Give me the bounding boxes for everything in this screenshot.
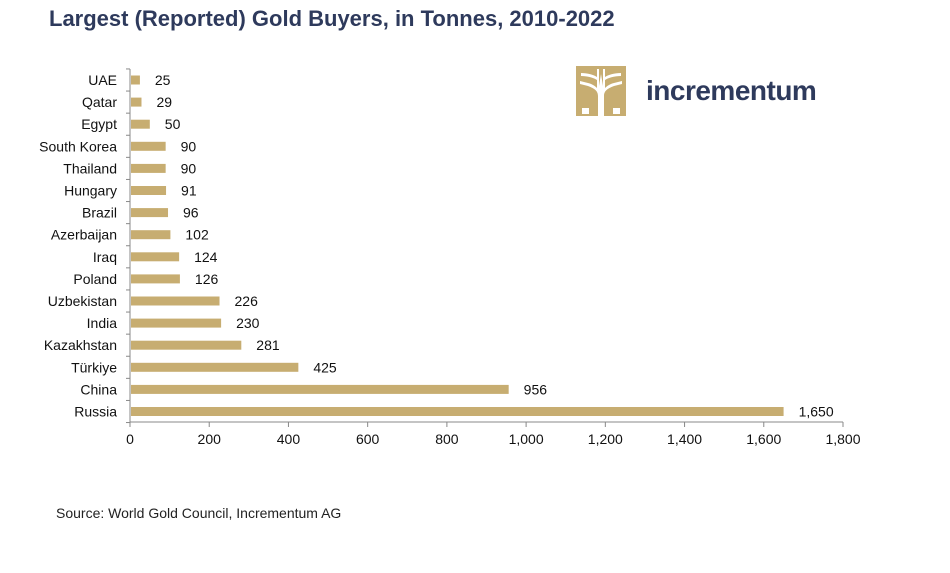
- value-label-uzbekistan: 226: [235, 293, 259, 309]
- category-label-south-korea: South Korea: [39, 138, 117, 154]
- bar-china: [131, 384, 509, 394]
- x-tick-label: 1,200: [588, 431, 623, 447]
- x-tick-label: 800: [435, 431, 459, 447]
- x-tick-label: 1,400: [667, 431, 702, 447]
- bar-russia: [131, 407, 784, 416]
- value-label-thailand: 90: [181, 160, 197, 176]
- bar-thailand: [131, 163, 166, 173]
- bar-kazakhstan: [131, 340, 242, 350]
- category-label-india: India: [87, 315, 118, 331]
- bar-uae: [131, 75, 140, 85]
- value-label-azerbaijan: 102: [185, 227, 209, 243]
- x-tick-label: 1,800: [825, 431, 860, 447]
- x-tick-label: 600: [356, 431, 380, 447]
- category-label-brazil: Brazil: [82, 205, 117, 221]
- value-label-uae: 25: [155, 72, 171, 88]
- labels-layer: UAE 25 Qatar 29 Egypt 50 South Korea 90 Thailand…: [39, 72, 834, 420]
- x-tick-label: 400: [277, 431, 301, 447]
- category-label-azerbaijan: Azerbaijan: [51, 227, 117, 243]
- bar-south-korea: [131, 141, 166, 151]
- category-label-uzbekistan: Uzbekistan: [48, 293, 117, 309]
- bar-t-rkiye: [131, 362, 299, 372]
- bars-layer: [131, 75, 784, 416]
- category-label-uae: UAE: [88, 72, 117, 88]
- category-label-iraq: Iraq: [93, 249, 117, 265]
- category-label-qatar: Qatar: [82, 94, 117, 110]
- bar-india: [131, 318, 222, 328]
- value-label-qatar: 29: [156, 94, 172, 110]
- bar-iraq: [131, 252, 180, 262]
- category-label-thailand: Thailand: [63, 160, 117, 176]
- bar-brazil: [131, 208, 169, 218]
- x-tick-label: 200: [198, 431, 222, 447]
- bar-poland: [131, 274, 180, 284]
- category-label-china: China: [80, 381, 117, 397]
- category-label-egypt: Egypt: [81, 116, 117, 132]
- tree-logo-icon: [576, 66, 626, 116]
- value-label-south-korea: 90: [181, 138, 197, 154]
- value-label-kazakhstan: 281: [256, 337, 280, 353]
- bar-egypt: [131, 119, 150, 129]
- value-label-iraq: 124: [194, 249, 218, 265]
- incrementum-logo: incrementum: [576, 66, 817, 116]
- value-label-china: 956: [524, 381, 548, 397]
- value-label-russia: 1,650: [799, 404, 834, 420]
- category-label-poland: Poland: [73, 271, 117, 287]
- logo-wordmark: incrementum: [646, 75, 817, 106]
- category-label-russia: Russia: [74, 404, 117, 420]
- bar-qatar: [131, 97, 142, 107]
- value-label-hungary: 91: [181, 183, 197, 199]
- value-label-poland: 126: [195, 271, 219, 287]
- x-tick-label: 0: [126, 431, 134, 447]
- x-axis: 0 200 400 600 800 1,000 1,200 1,400 1,600 1,800: [126, 68, 861, 447]
- value-label-brazil: 96: [183, 205, 199, 221]
- source-note: Source: World Gold Council, Incrementum …: [56, 505, 342, 521]
- value-label-india: 230: [236, 315, 260, 331]
- bar-uzbekistan: [131, 296, 220, 306]
- category-label-t-rkiye: Türkiye: [71, 359, 117, 375]
- value-label-egypt: 50: [165, 116, 181, 132]
- bar-hungary: [131, 186, 167, 195]
- category-label-hungary: Hungary: [64, 183, 117, 199]
- value-label-t-rkiye: 425: [313, 359, 337, 375]
- x-tick-label: 1,600: [746, 431, 781, 447]
- chart-title: Largest (Reported) Gold Buyers, in Tonne…: [49, 6, 615, 31]
- category-label-kazakhstan: Kazakhstan: [44, 337, 117, 353]
- bar-azerbaijan: [131, 230, 171, 240]
- x-tick-label: 1,000: [509, 431, 544, 447]
